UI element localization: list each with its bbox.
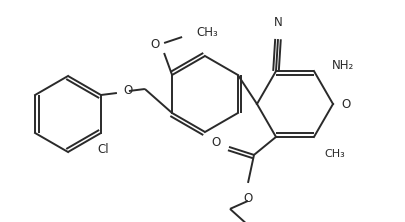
Text: CH₃: CH₃ <box>324 149 345 159</box>
Text: O: O <box>151 38 160 52</box>
Text: O: O <box>123 85 132 97</box>
Text: O: O <box>212 136 221 149</box>
Text: Cl: Cl <box>97 143 109 156</box>
Text: NH₂: NH₂ <box>332 59 354 71</box>
Text: O: O <box>341 97 350 111</box>
Text: O: O <box>243 192 253 205</box>
Text: CH₃: CH₃ <box>196 26 218 40</box>
Text: N: N <box>274 16 282 29</box>
